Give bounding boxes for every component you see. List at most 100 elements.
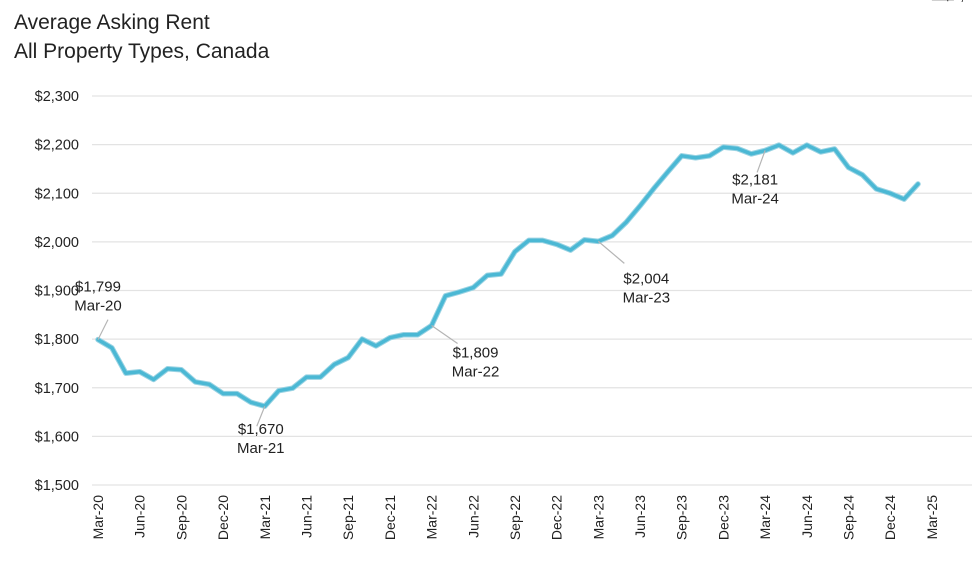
data-point xyxy=(541,239,544,242)
series-line xyxy=(96,143,920,408)
x-tick-label: Dec-20 xyxy=(215,495,231,540)
y-tick-label: $1,700 xyxy=(35,381,79,397)
y-axis-ticks: $1,500 $1,600 $1,700 $1,800 $1,900 $2,000 $2,1… xyxy=(35,89,79,494)
data-point xyxy=(166,367,169,370)
data-point xyxy=(374,344,378,348)
x-tick-label: Jun-20 xyxy=(132,495,148,538)
x-tick-label: Mar-24 xyxy=(757,495,773,540)
y-tick-label: $1,600 xyxy=(35,429,79,445)
data-point xyxy=(708,154,711,158)
x-tick-label: Dec-22 xyxy=(549,495,565,540)
x-tick-label: Jun-21 xyxy=(298,495,314,538)
annotation-leader xyxy=(256,406,266,427)
data-point xyxy=(805,143,809,147)
data-point xyxy=(360,337,364,341)
gridlines xyxy=(92,95,972,486)
data-point xyxy=(527,239,531,242)
data-point xyxy=(346,356,350,359)
annotation-value: $1,799 xyxy=(75,279,121,296)
x-tick-label: Sep-24 xyxy=(841,495,857,540)
data-point xyxy=(180,368,183,371)
annotation-leader xyxy=(597,240,625,264)
x-tick-label: Sep-20 xyxy=(173,495,189,540)
annotation-date: Mar-23 xyxy=(623,289,671,306)
data-point xyxy=(652,187,656,190)
annotation-value: $1,809 xyxy=(453,345,499,362)
data-point xyxy=(485,274,489,277)
data-point xyxy=(680,154,683,158)
chart-title: Average Asking Rent xyxy=(14,11,210,34)
x-tick-label: Dec-24 xyxy=(882,495,898,540)
annotation-leader xyxy=(756,150,766,173)
data-point xyxy=(124,371,127,375)
data-point xyxy=(472,286,475,289)
data-point xyxy=(777,143,781,147)
x-tick-label: Mar-25 xyxy=(924,495,940,540)
x-tick-label: Jun-23 xyxy=(632,495,648,538)
annotation-value: $1,670 xyxy=(238,421,284,438)
series-group xyxy=(95,142,921,409)
data-point xyxy=(277,389,280,392)
x-tick-label: Jun-24 xyxy=(799,495,815,538)
x-tick-label: Dec-23 xyxy=(715,495,731,540)
data-point xyxy=(694,156,697,159)
data-point xyxy=(249,401,253,404)
y-tick-label: $2,300 xyxy=(35,89,79,105)
data-point xyxy=(611,234,614,237)
data-point xyxy=(207,383,211,386)
chart-title-block: Average Asking Rent All Property Types, … xyxy=(14,8,269,66)
data-point xyxy=(819,150,822,154)
y-tick-label: $2,100 xyxy=(35,186,79,202)
data-point xyxy=(847,166,850,169)
data-point xyxy=(499,272,503,276)
data-point xyxy=(555,243,558,246)
data-point xyxy=(110,346,114,350)
series-line-shadow xyxy=(95,142,921,409)
data-point xyxy=(513,250,517,253)
x-tick-label: Dec-21 xyxy=(382,495,398,540)
data-point xyxy=(458,290,461,294)
x-tick-label: Mar-20 xyxy=(90,495,106,540)
annotation-date: Mar-20 xyxy=(74,298,122,315)
data-point xyxy=(736,147,739,150)
data-point xyxy=(638,204,642,208)
data-point xyxy=(152,378,155,381)
data-point xyxy=(291,387,294,390)
annotation-date: Mar-21 xyxy=(237,440,285,457)
data-point xyxy=(138,370,141,373)
data-point xyxy=(666,170,670,174)
data-point xyxy=(388,336,392,339)
y-tick-label: $1,500 xyxy=(35,478,79,494)
x-tick-label: Mar-22 xyxy=(424,495,440,540)
annotation-leader xyxy=(97,319,109,340)
data-point xyxy=(750,152,753,156)
annotation-value: $2,004 xyxy=(623,270,669,287)
data-point xyxy=(722,145,725,149)
y-tick-label: $1,800 xyxy=(35,332,79,348)
data-point xyxy=(319,375,322,379)
x-tick-label: Sep-22 xyxy=(507,495,523,540)
x-tick-label: Sep-21 xyxy=(340,495,356,540)
data-point xyxy=(875,187,878,191)
data-point xyxy=(902,197,906,201)
annotation-leader xyxy=(431,325,458,345)
x-tick-label: Mar-23 xyxy=(590,495,606,540)
y-tick-label: $2,000 xyxy=(35,235,79,251)
data-point xyxy=(624,221,628,224)
data-point xyxy=(916,182,920,186)
data-point xyxy=(444,294,447,298)
data-point xyxy=(791,151,795,155)
data-point xyxy=(305,375,308,379)
y-tick-label: $2,200 xyxy=(35,138,79,154)
x-tick-label: Jun-22 xyxy=(465,495,481,538)
data-point xyxy=(583,238,586,242)
data-point xyxy=(889,192,892,195)
chart-subtitle: All Property Types, Canada xyxy=(14,40,270,63)
data-point xyxy=(194,380,197,384)
data-point xyxy=(861,173,864,176)
x-tick-label: Sep-23 xyxy=(674,495,690,540)
data-point xyxy=(221,392,225,395)
data-point xyxy=(416,333,419,336)
x-axis-ticks: Mar-20 Jun-20 Sep-20 Dec-20 Mar-21 Jun-21 Sep-… xyxy=(90,495,940,540)
annotation-date: Mar-25 xyxy=(942,0,979,4)
